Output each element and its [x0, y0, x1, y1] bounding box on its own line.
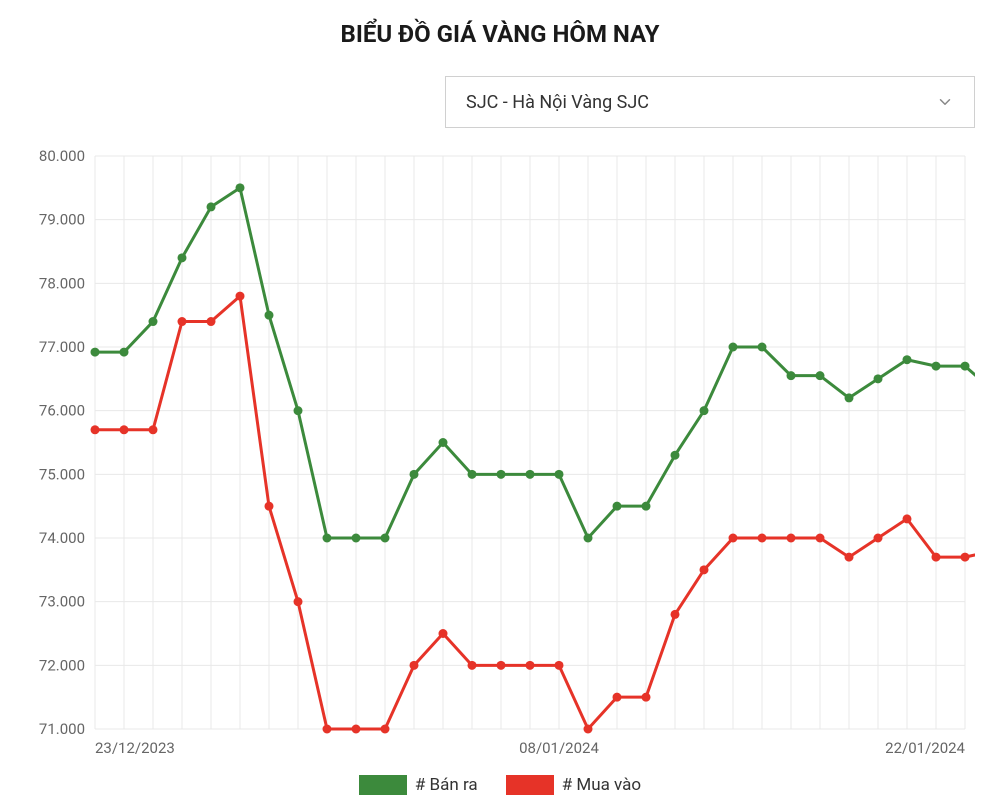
chart-svg: 71.000 72.000 73.000 74.000 75.000 76.000 77.0…	[25, 146, 975, 767]
legend-item-ban-ra: # Bán ra	[359, 775, 478, 795]
svg-text:79.000: 79.000	[39, 211, 85, 229]
svg-text:75.000: 75.000	[39, 465, 85, 483]
chevron-down-icon	[936, 93, 954, 111]
legend-swatch-ban-ra	[359, 775, 407, 795]
svg-text:73.000: 73.000	[39, 593, 85, 611]
svg-text:77.000: 77.000	[39, 338, 85, 356]
dropdown-wrapper: SJC - Hà Nội Vàng SJC	[25, 76, 975, 128]
chart-legend: # Bán ra # Mua vào	[25, 767, 975, 795]
chart-plot-area: 71.000 72.000 73.000 74.000 75.000 76.000 77.0…	[25, 146, 975, 767]
dropdown-selected-label: SJC - Hà Nội Vàng SJC	[466, 92, 649, 113]
legend-label-mua-vao: # Mua vào	[562, 775, 641, 795]
legend-label-ban-ra: # Bán ra	[415, 775, 478, 795]
location-dropdown[interactable]: SJC - Hà Nội Vàng SJC	[445, 76, 975, 128]
legend-item-mua-vao: # Mua vào	[506, 775, 641, 795]
svg-text:71.000: 71.000	[39, 720, 85, 738]
svg-text:76.000: 76.000	[39, 402, 85, 420]
chart-title: BIỂU ĐỒ GIÁ VÀNG HÔM NAY	[25, 20, 975, 48]
svg-text:78.000: 78.000	[39, 274, 85, 292]
svg-text:80.000: 80.000	[39, 147, 85, 165]
svg-text:22/01/2024: 22/01/2024	[885, 739, 965, 757]
svg-text:08/01/2024: 08/01/2024	[519, 739, 599, 757]
svg-text:74.000: 74.000	[39, 529, 85, 547]
chart-container: BIỂU ĐỒ GIÁ VÀNG HÔM NAY SJC - Hà Nội Và…	[0, 0, 1000, 805]
svg-text:23/12/2023: 23/12/2023	[95, 739, 175, 757]
legend-swatch-mua-vao	[506, 775, 554, 795]
svg-text:72.000: 72.000	[39, 656, 85, 674]
